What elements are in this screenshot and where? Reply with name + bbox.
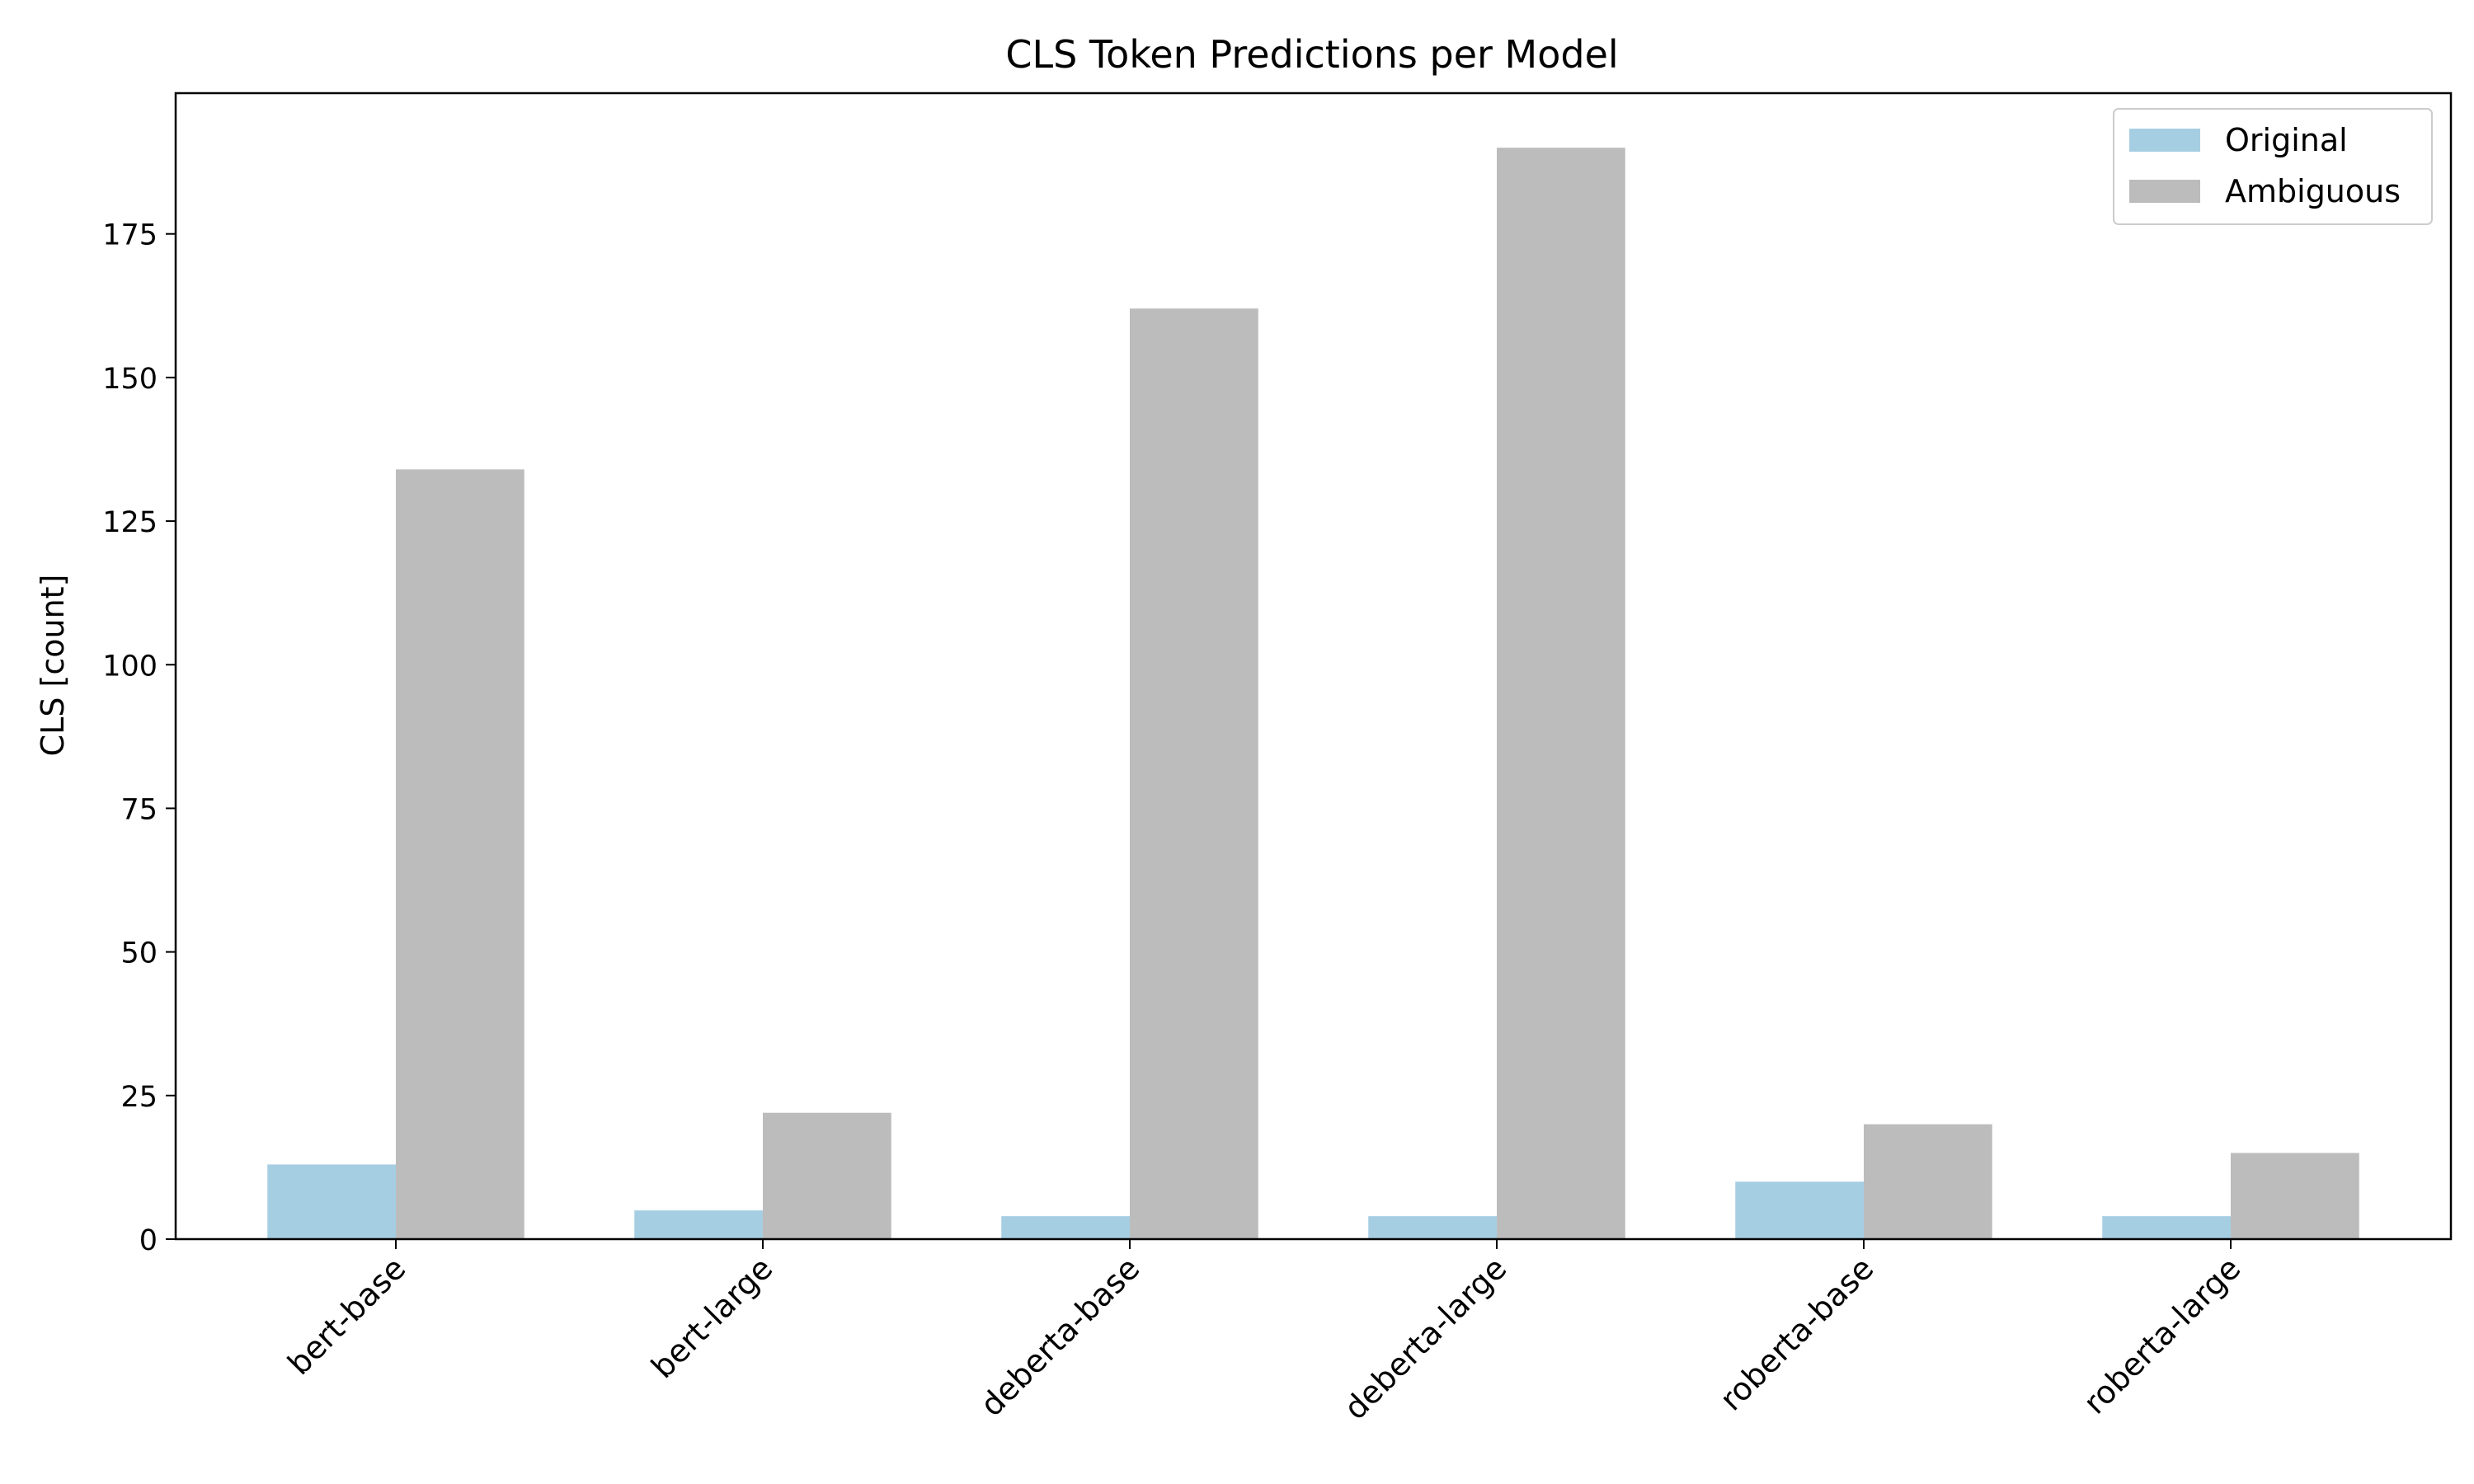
x-tick-label: deberta-large	[1337, 1250, 1513, 1426]
x-tick-label: bert-large	[644, 1250, 779, 1385]
y-tick-label: 100	[102, 650, 158, 683]
bar-original-roberta-base	[1735, 1181, 1864, 1239]
bar-original-bert-base	[267, 1164, 396, 1239]
x-tick-label: deberta-base	[973, 1250, 1146, 1423]
bars-group	[267, 148, 2359, 1240]
legend: Original Ambiguous	[2113, 108, 2433, 225]
bar-original-deberta-large	[1368, 1216, 1497, 1239]
legend-label-ambiguous: Ambiguous	[2225, 173, 2401, 209]
y-tick-label: 50	[120, 937, 158, 970]
y-axis-label: CLS [count]	[35, 575, 71, 757]
bar-ambiguous-bert-base	[396, 469, 524, 1239]
y-tick-label: 0	[139, 1224, 158, 1257]
legend-swatch-original	[2129, 129, 2200, 152]
bar-ambiguous-deberta-large	[1497, 148, 1625, 1240]
x-tick-label: roberta-base	[1713, 1250, 1880, 1417]
bar-original-deberta-base	[1001, 1216, 1130, 1239]
y-tick-label: 25	[120, 1081, 158, 1114]
bar-ambiguous-roberta-large	[2231, 1153, 2359, 1239]
legend-swatch-ambiguous	[2129, 180, 2200, 203]
x-tick-label: roberta-large	[2077, 1250, 2247, 1421]
y-tick-label: 125	[102, 506, 158, 539]
bar-ambiguous-roberta-base	[1864, 1124, 1992, 1239]
y-tick-label: 150	[102, 363, 158, 396]
legend-label-original: Original	[2225, 122, 2348, 158]
bar-original-bert-large	[634, 1210, 763, 1239]
bar-original-roberta-large	[2102, 1216, 2231, 1239]
bar-ambiguous-bert-large	[763, 1112, 891, 1239]
chart-title: CLS Token Predictions per Model	[1005, 32, 1618, 77]
x-tick-label: bert-base	[280, 1250, 412, 1382]
y-tick-label: 175	[102, 219, 158, 252]
bar-ambiguous-deberta-base	[1130, 308, 1258, 1239]
plot-frame	[174, 92, 2453, 1241]
y-tick-label: 75	[120, 793, 158, 826]
